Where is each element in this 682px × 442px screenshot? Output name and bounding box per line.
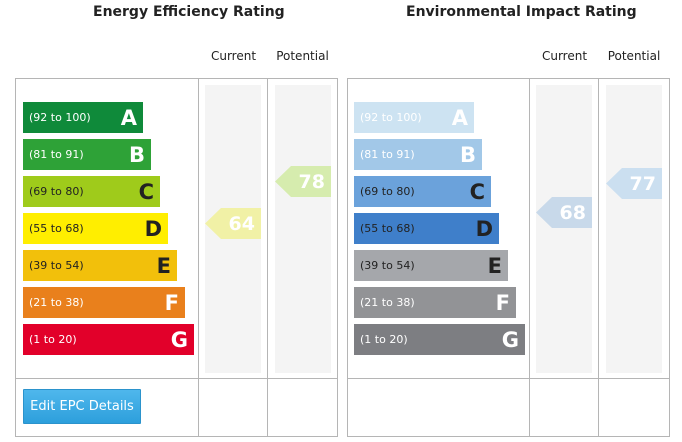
- band-letter: F: [495, 290, 510, 315]
- energy-band-c: (69 to 80) C: [23, 176, 160, 207]
- environmental-current-column: [536, 85, 592, 373]
- band-range: (39 to 54): [29, 259, 84, 272]
- energy-potential-column: [275, 85, 331, 373]
- environmental-band-f: (21 to 38) F: [354, 287, 516, 318]
- band-letter: B: [459, 142, 476, 167]
- edit-epc-details-button[interactable]: Edit EPC Details: [23, 389, 141, 424]
- band-range: (55 to 68): [29, 222, 84, 235]
- band-range: (81 to 91): [360, 148, 415, 161]
- band-letter: E: [156, 253, 171, 278]
- band-range: (21 to 38): [29, 296, 84, 309]
- band-range: (92 to 100): [29, 111, 91, 124]
- energy-divider-2: [267, 78, 268, 437]
- environmental-band-b: (81 to 91) B: [354, 139, 482, 170]
- environmental-band-e: (39 to 54) E: [354, 250, 508, 281]
- band-range: (69 to 80): [29, 185, 84, 198]
- energy-rating-panel: [15, 78, 338, 437]
- band-letter: F: [164, 290, 179, 315]
- energy-band-e: (39 to 54) E: [23, 250, 177, 281]
- rating-value: 68: [559, 201, 586, 224]
- band-range: (1 to 20): [29, 333, 77, 346]
- band-range: (1 to 20): [360, 333, 408, 346]
- band-range: (92 to 100): [360, 111, 422, 124]
- environmental-band-a: (92 to 100) A: [354, 102, 474, 133]
- band-letter: G: [170, 327, 188, 352]
- energy-current-header: Current: [210, 49, 257, 63]
- band-letter: C: [138, 179, 154, 204]
- energy-divider-1: [198, 78, 199, 437]
- energy-band-list: (92 to 100) A (81 to 91) B (69 to 80) C …: [23, 102, 194, 355]
- environmental-divider-1: [529, 78, 530, 437]
- environmental-band-c: (69 to 80) C: [354, 176, 491, 207]
- environmental-footer-divider: [347, 378, 670, 379]
- environmental-current-header: Current: [541, 49, 588, 63]
- band-letter: A: [451, 105, 468, 130]
- environmental-band-g: (1 to 20) G: [354, 324, 525, 355]
- band-letter: D: [475, 216, 493, 241]
- energy-footer-divider: [15, 378, 338, 379]
- environmental-divider-2: [598, 78, 599, 437]
- energy-band-b: (81 to 91) B: [23, 139, 151, 170]
- band-letter: A: [120, 105, 137, 130]
- energy-band-d: (55 to 68) D: [23, 213, 168, 244]
- band-letter: G: [501, 327, 519, 352]
- environmental-band-d: (55 to 68) D: [354, 213, 499, 244]
- energy-efficiency-title: Energy Efficiency Rating: [93, 4, 285, 20]
- environmental-rating-panel: [347, 78, 670, 437]
- environmental-impact-title: Environmental Impact Rating: [406, 4, 637, 20]
- band-letter: E: [487, 253, 502, 278]
- rating-value: 78: [298, 170, 325, 193]
- band-letter: D: [144, 216, 162, 241]
- band-range: (69 to 80): [360, 185, 415, 198]
- band-letter: C: [469, 179, 485, 204]
- rating-value: 77: [629, 172, 656, 195]
- energy-band-a: (92 to 100) A: [23, 102, 143, 133]
- environmental-potential-header: Potential: [607, 49, 661, 63]
- rating-value: 64: [228, 212, 255, 235]
- band-range: (55 to 68): [360, 222, 415, 235]
- energy-band-f: (21 to 38) F: [23, 287, 185, 318]
- band-letter: B: [128, 142, 145, 167]
- energy-band-g: (1 to 20) G: [23, 324, 194, 355]
- environmental-potential-column: [606, 85, 662, 373]
- environmental-band-list: (92 to 100) A (81 to 91) B (69 to 80) C …: [354, 102, 525, 355]
- band-range: (81 to 91): [29, 148, 84, 161]
- energy-potential-header: Potential: [276, 49, 329, 63]
- band-range: (21 to 38): [360, 296, 415, 309]
- band-range: (39 to 54): [360, 259, 415, 272]
